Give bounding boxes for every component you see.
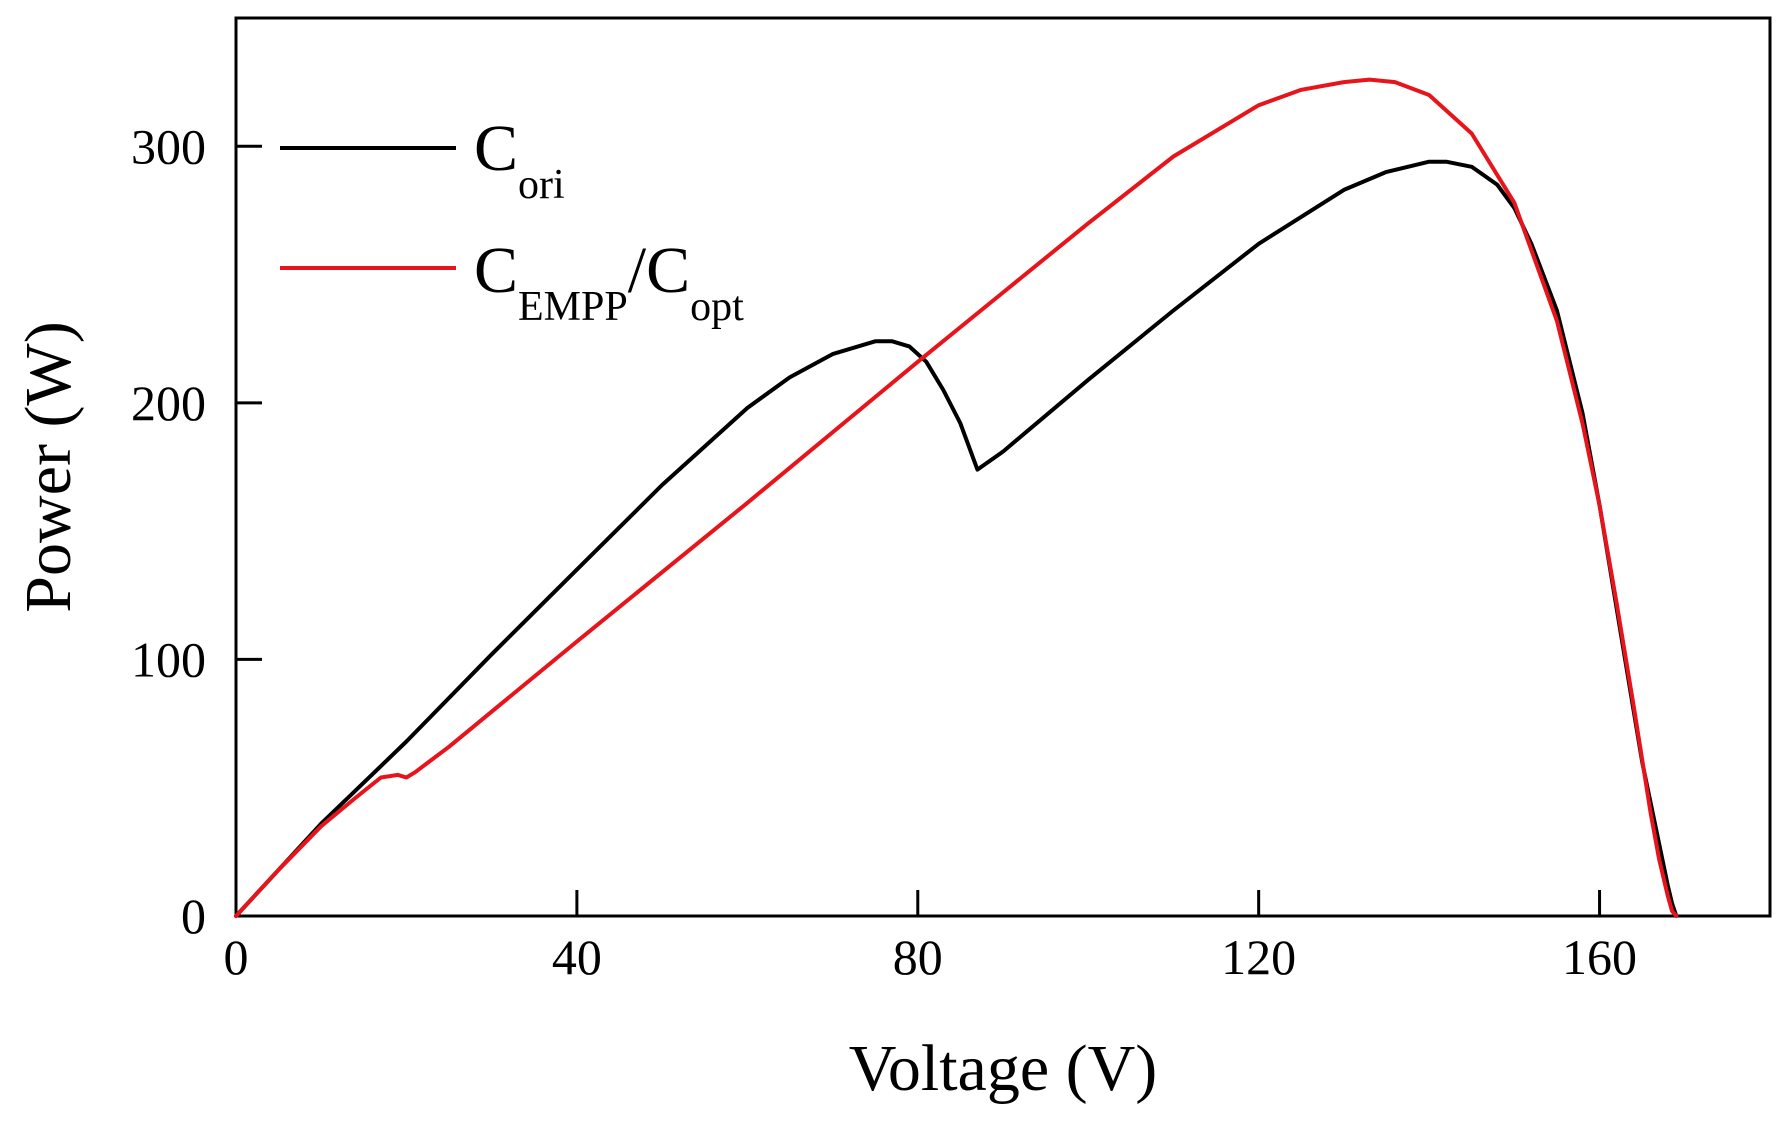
x-tick-label-40: 40	[552, 929, 602, 985]
legend: Cori CEMPP/Copt	[280, 112, 744, 330]
legend-c-empp-main: C	[474, 234, 518, 307]
series-line-c-ori	[234, 159, 1679, 918]
axis-ticks	[234, 144, 1602, 918]
y-tick-label-300: 300	[131, 118, 206, 174]
y-tick-label-100: 100	[131, 631, 206, 687]
legend-c-ori-sub: ori	[518, 162, 565, 208]
x-tick-label-120: 120	[1221, 929, 1296, 985]
legend-label-c-empp: CEMPP/Copt	[474, 234, 744, 330]
x-tick-label-80: 80	[893, 929, 943, 985]
legend-c-empp-sub: EMPP	[518, 284, 628, 330]
plot-frame	[234, 16, 1772, 918]
axis-tick-labels: 0 40 80 120 160 0 100 200 300	[131, 118, 1637, 985]
x-tick-label-0: 0	[224, 929, 249, 985]
legend-label-c-ori: Cori	[474, 112, 565, 208]
legend-c-opt-main: /C	[628, 234, 690, 307]
legend-c-opt-sub: opt	[690, 284, 744, 330]
y-tick-label-200: 200	[131, 375, 206, 431]
series-lines	[234, 77, 1679, 918]
y-tick-label-0: 0	[181, 888, 206, 944]
series-line-c-empp-c-opt	[234, 77, 1679, 918]
x-axis-title: Voltage (V)	[849, 1032, 1158, 1105]
x-tick-label-160: 160	[1562, 929, 1637, 985]
y-axis-title: Power (W)	[12, 321, 85, 612]
legend-c-ori-main: C	[474, 112, 518, 185]
